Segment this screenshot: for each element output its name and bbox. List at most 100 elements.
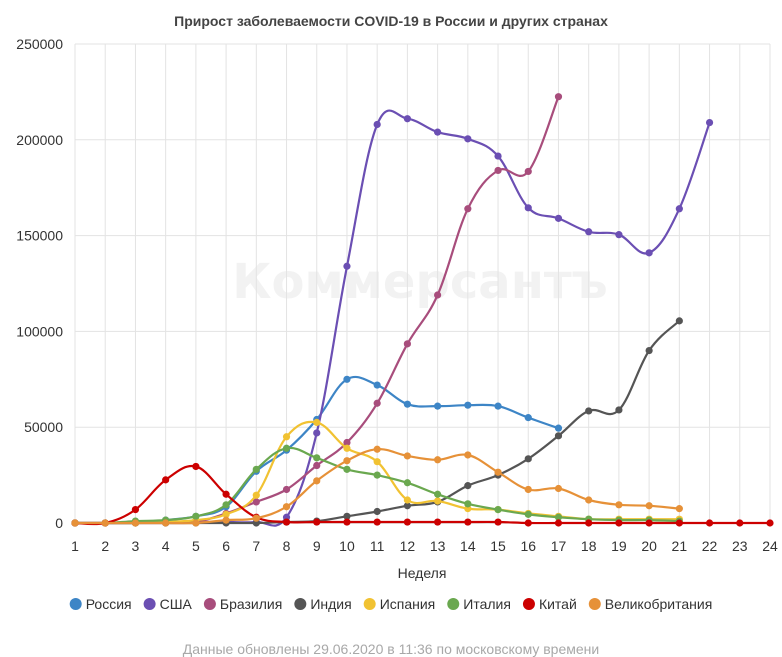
data-point: [71, 519, 79, 527]
data-point: [494, 518, 502, 526]
data-point: [403, 518, 411, 526]
data-point: [494, 402, 502, 410]
data-point: [434, 402, 442, 410]
chart-title: Прирост заболеваемости COVID-19 в России…: [174, 13, 608, 29]
data-point: [162, 519, 170, 527]
legend-marker: [203, 598, 216, 610]
data-point: [464, 205, 472, 213]
data-point: [494, 505, 502, 514]
series-6: [71, 462, 774, 527]
legend-marker: [447, 598, 460, 610]
data-point: [705, 519, 714, 527]
data-point: [554, 484, 563, 493]
data-point: [373, 518, 381, 526]
x-tick-label: 9: [313, 538, 321, 554]
data-point: [252, 465, 260, 473]
data-point: [464, 135, 472, 143]
data-point: [282, 444, 291, 452]
data-point: [313, 418, 321, 427]
data-point: [585, 519, 593, 527]
x-tick-label: 23: [732, 538, 748, 554]
data-point: [403, 400, 411, 408]
y-tick-label: 50000: [24, 419, 63, 435]
data-point: [282, 518, 291, 526]
series-7: [71, 445, 683, 527]
data-point: [403, 340, 411, 348]
data-point: [222, 501, 230, 509]
data-point: [222, 490, 230, 498]
data-point: [373, 399, 381, 407]
data-point: [524, 485, 532, 494]
legend-item-label: Россия: [86, 596, 132, 612]
data-point: [343, 375, 351, 383]
data-point: [313, 518, 321, 526]
data-point: [434, 490, 442, 498]
x-tick-label: 16: [520, 538, 536, 554]
data-point: [464, 518, 472, 526]
data-point: [313, 461, 321, 470]
data-point: [705, 118, 714, 127]
data-point: [554, 513, 563, 521]
data-point: [403, 479, 411, 487]
data-point: [403, 452, 411, 460]
data-point: [585, 228, 593, 236]
data-point: [675, 519, 683, 527]
data-point: [524, 510, 532, 518]
data-point: [282, 433, 291, 441]
data-point: [434, 456, 442, 464]
data-point: [131, 519, 140, 527]
data-point: [524, 204, 532, 212]
x-tick-label: 7: [252, 538, 260, 554]
data-point: [192, 512, 200, 520]
data-point: [615, 231, 623, 239]
legend-item-label: Китай: [539, 596, 577, 612]
data-point: [494, 152, 502, 160]
y-tick-label: 100000: [16, 323, 63, 339]
x-tick-label: 19: [611, 538, 627, 554]
y-tick-label: 200000: [16, 132, 63, 148]
data-point: [373, 471, 381, 479]
legend-marker: [588, 598, 601, 610]
data-point: [524, 455, 532, 463]
data-point: [464, 500, 472, 508]
data-point: [343, 444, 351, 452]
x-tick-label: 3: [132, 538, 140, 554]
data-point: [403, 502, 411, 510]
data-point: [252, 491, 260, 499]
legend-marker: [363, 598, 376, 610]
data-point: [464, 482, 472, 490]
x-tick-label: 22: [702, 538, 718, 554]
legend-item-label: Великобритания: [605, 596, 713, 612]
legend-marker: [143, 598, 156, 610]
data-point: [343, 465, 351, 473]
data-point: [675, 317, 683, 325]
data-point: [343, 457, 351, 465]
data-point: [373, 458, 381, 466]
watermark-logo: Коммерсантъ: [232, 254, 608, 310]
x-tick-label: 12: [400, 538, 416, 554]
x-tick-label: 17: [551, 538, 567, 554]
data-point: [766, 519, 774, 527]
data-point: [162, 476, 170, 484]
data-point: [524, 519, 532, 527]
data-point: [494, 166, 502, 175]
series-line: [74, 109, 711, 527]
x-tick-label: 13: [430, 538, 446, 554]
data-point: [464, 451, 472, 459]
legend: Россия США Бразилия Индия Испания Италия Китай…: [69, 596, 713, 612]
data-point: [585, 496, 593, 504]
x-tick-label: 20: [641, 538, 657, 554]
data-point: [524, 167, 532, 176]
legend-marker: [294, 598, 307, 610]
legend-item-label: США: [160, 596, 193, 612]
x-tick-label: 8: [283, 538, 291, 554]
data-point: [373, 120, 381, 129]
x-tick-label: 6: [222, 538, 230, 554]
x-tick-label: 15: [490, 538, 506, 554]
data-point: [282, 485, 291, 494]
legend-item-label: Испания: [380, 596, 436, 612]
data-point: [343, 518, 351, 526]
data-point: [403, 115, 411, 123]
x-tick-label: 11: [370, 538, 385, 554]
